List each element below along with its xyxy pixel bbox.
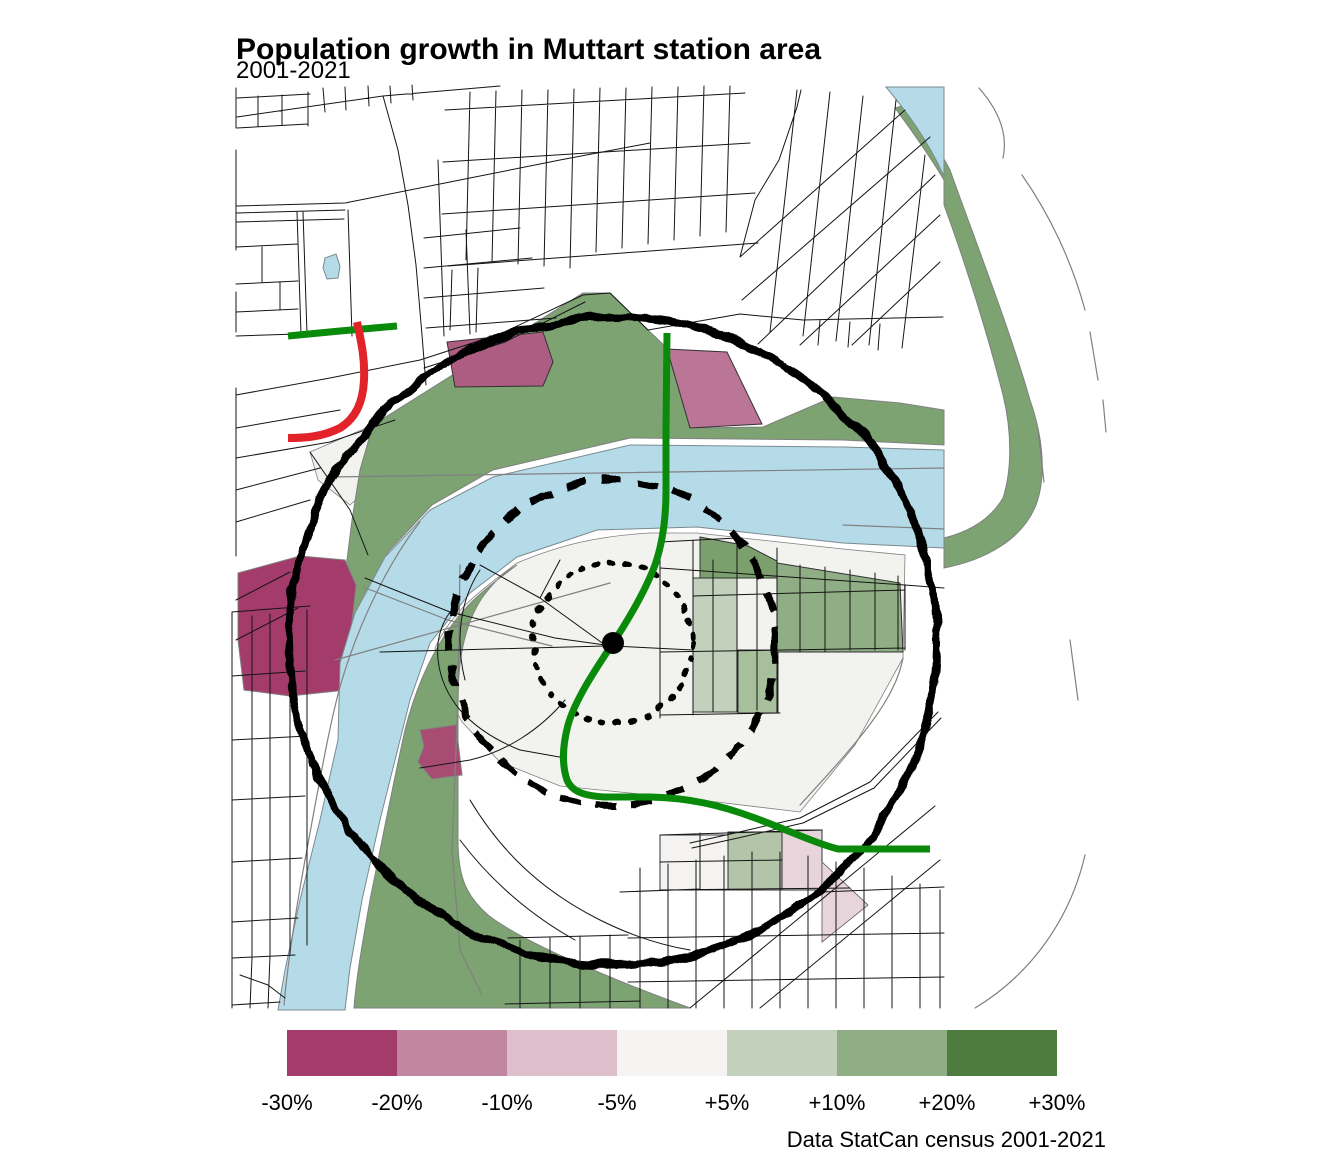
legend: -30% -20% -10% -5% +5% +10% +20% +30%: [261, 1030, 1085, 1115]
buffer-ring-inner: [530, 560, 696, 726]
legend-swatch: [397, 1030, 507, 1076]
red-line: [287, 321, 369, 442]
legend-color-scale: [287, 1030, 1057, 1076]
page-title: Population growth in Muttart station are…: [236, 33, 821, 67]
legend-swatch: [727, 1030, 837, 1076]
legend-label: +20%: [918, 1090, 976, 1115]
legend-label: +5%: [704, 1090, 750, 1115]
lrt-line: [559, 332, 930, 853]
buffer-ring-outer: [285, 313, 941, 969]
legend-swatch: [507, 1030, 617, 1076]
legend-label: -30%: [261, 1090, 313, 1115]
pond: [322, 253, 341, 280]
street-network: [231, 84, 945, 1009]
station-buffer-rings: [285, 313, 941, 969]
legend-swatch: [837, 1030, 947, 1076]
legend-label: -20%: [371, 1090, 423, 1115]
river: [277, 86, 945, 1011]
valley-contour-lines: [283, 87, 1107, 1009]
legend-swatch: [617, 1030, 727, 1076]
data-source-caption: Data StatCan census 2001-2021: [786, 1127, 1106, 1152]
station-marker: [602, 632, 624, 654]
legend-labels: -30% -20% -10% -5% +5% +10% +20% +30%: [261, 1090, 1085, 1115]
legend-label: -5%: [597, 1090, 637, 1115]
page-subtitle: 2001-2021: [236, 57, 351, 84]
buffer-ring-middle: [446, 476, 780, 810]
lrt-line-west-segment: [287, 322, 398, 340]
census-areas-declining: [237, 331, 763, 780]
legend-swatch: [287, 1030, 397, 1076]
legend-label: +30%: [1028, 1090, 1086, 1115]
legend-label: -10%: [481, 1090, 533, 1115]
legend-swatch: [947, 1030, 1057, 1076]
legend-label: +10%: [808, 1090, 866, 1115]
transit-lines: [287, 321, 930, 853]
